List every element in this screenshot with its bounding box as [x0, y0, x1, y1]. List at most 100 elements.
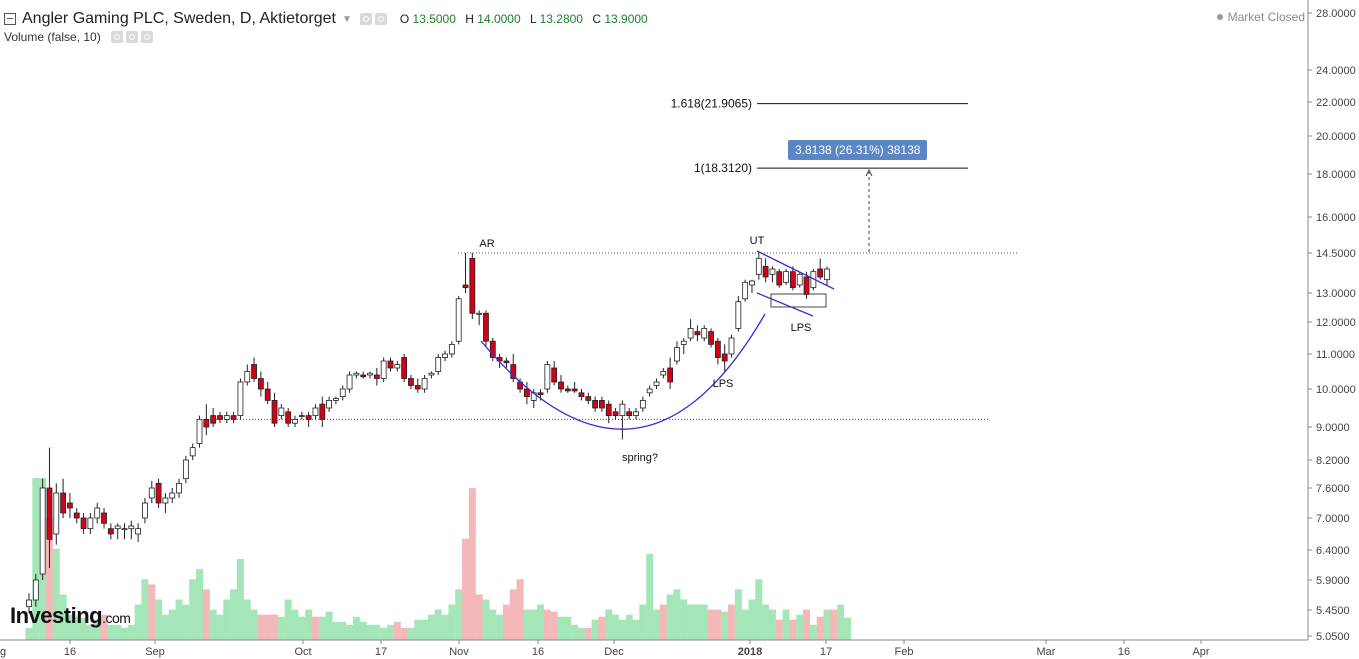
- x-tick-label: 17: [375, 646, 387, 658]
- candle-body: [571, 388, 578, 392]
- y-tick-label: 6.4000: [1316, 545, 1350, 557]
- volume-bar: [693, 604, 701, 640]
- volume-bar: [277, 616, 285, 640]
- candle-body: [148, 487, 155, 499]
- candle-body: [230, 415, 237, 420]
- volume-bar: [462, 538, 470, 640]
- volume-bar: [789, 619, 797, 640]
- candle-body: [346, 374, 353, 390]
- eye-icon[interactable]: [359, 13, 372, 25]
- volume-bar: [687, 604, 695, 640]
- annotation-label[interactable]: UT: [750, 235, 765, 247]
- candle-body: [32, 579, 39, 601]
- accumulation-curve[interactable]: [480, 313, 766, 430]
- volume-bar: [666, 594, 674, 640]
- close-label: C: [592, 12, 601, 26]
- candle-body: [680, 340, 687, 345]
- level-lines: 1.618(21.9065) 1(18.3120): [210, 97, 1018, 420]
- y-tick-label: 24.0000: [1316, 65, 1356, 77]
- candle-body: [708, 331, 714, 345]
- y-tick-label: 12.0000: [1316, 317, 1356, 329]
- annotation-label[interactable]: spring?: [622, 452, 658, 464]
- volume-bar: [291, 609, 299, 640]
- volume-bar: [373, 624, 381, 640]
- candle-body: [387, 360, 394, 369]
- y-tick-label: 13.0000: [1316, 288, 1356, 300]
- x-tick-label: Dec: [604, 646, 624, 658]
- annotation-label[interactable]: LPS: [713, 378, 734, 390]
- wedge-upper-line[interactable]: [756, 250, 835, 290]
- volume-bar: [659, 604, 667, 640]
- candle-body: [769, 268, 776, 275]
- measure-badge[interactable]: 3.8138 (26.31%) 38138: [788, 140, 928, 160]
- range-box[interactable]: [770, 293, 827, 308]
- candle-body: [674, 347, 680, 362]
- candle-body: [244, 371, 251, 383]
- close-value: 13.9000: [604, 12, 648, 26]
- volume-bar: [80, 617, 88, 640]
- volume-bar: [468, 488, 476, 640]
- candle-body: [749, 280, 755, 286]
- candle-body: [182, 459, 189, 480]
- gear-icon[interactable]: [374, 13, 387, 25]
- candle-body: [107, 528, 114, 535]
- volume-bar: [768, 609, 776, 640]
- candle-body: [592, 399, 599, 409]
- instrument-title[interactable]: Angler Gaming PLC, Sweden, D, Aktietorge…: [22, 10, 336, 27]
- drawings: AR UT LPS LPS spring?: [479, 168, 873, 464]
- close-icon[interactable]: [140, 31, 153, 43]
- volume-bar: [441, 614, 449, 640]
- volume-bar: [216, 614, 224, 640]
- volume-indicator-label[interactable]: Volume (false, 10): [4, 30, 101, 44]
- fib-level-label: 1(18.3120): [694, 161, 752, 175]
- time-axis[interactable]: 16 Sep Oct 17 Nov 16 Dec 2018 17 Feb Mar 16 Apr g: [0, 640, 1210, 658]
- candle-body: [217, 415, 223, 420]
- candle-body: [169, 492, 176, 499]
- volume-bar: [475, 594, 483, 640]
- annotation-label[interactable]: AR: [479, 238, 494, 250]
- candle-body: [60, 492, 67, 514]
- candle-body: [53, 492, 60, 535]
- y-tick-label: 5.9000: [1316, 575, 1350, 587]
- volume-bar: [652, 609, 660, 640]
- candle-body: [101, 512, 107, 524]
- x-tick-label: Sep: [145, 646, 165, 658]
- volume-bar: [127, 624, 135, 640]
- eye-icon[interactable]: [110, 31, 123, 43]
- annotation-label[interactable]: LPS: [791, 322, 812, 334]
- volume-bar: [339, 621, 347, 640]
- volume-bar: [502, 604, 510, 640]
- candle-body: [523, 388, 530, 397]
- candle-body: [401, 357, 408, 379]
- arrow-head-icon: [865, 168, 873, 177]
- candlesticks: [26, 253, 830, 614]
- volume-bar: [114, 624, 122, 640]
- candle-body: [701, 327, 708, 339]
- volume-bar: [612, 614, 620, 640]
- volume-bar: [427, 614, 435, 640]
- chevron-down-icon[interactable]: ▼: [341, 13, 352, 25]
- gear-icon[interactable]: [125, 31, 138, 43]
- x-tick-label: Nov: [449, 646, 469, 658]
- x-tick-label: 16: [532, 646, 544, 658]
- candle-body: [544, 364, 551, 390]
- candle-body: [373, 374, 380, 379]
- y-tick-label: 7.6000: [1316, 483, 1350, 495]
- candle-body: [223, 415, 230, 420]
- volume-bar: [311, 616, 319, 640]
- volume-bar: [271, 614, 279, 640]
- candle-body: [326, 399, 333, 409]
- candle-body: [462, 284, 469, 289]
- price-axis[interactable]: 28.0000 24.0000 22.0000 20.0000 18.0000 16.00…: [1308, 8, 1356, 643]
- y-tick-label: 16.0000: [1316, 212, 1356, 224]
- volume-bar: [632, 619, 640, 640]
- volume-bar: [325, 611, 333, 640]
- candle-body: [380, 360, 387, 379]
- volume-bar: [107, 624, 115, 640]
- candle-body: [721, 353, 728, 362]
- wedge-lower-line[interactable]: [756, 292, 814, 317]
- collapse-icon[interactable]: [4, 13, 16, 25]
- volume-bar: [305, 609, 313, 640]
- volume-bar: [755, 579, 763, 640]
